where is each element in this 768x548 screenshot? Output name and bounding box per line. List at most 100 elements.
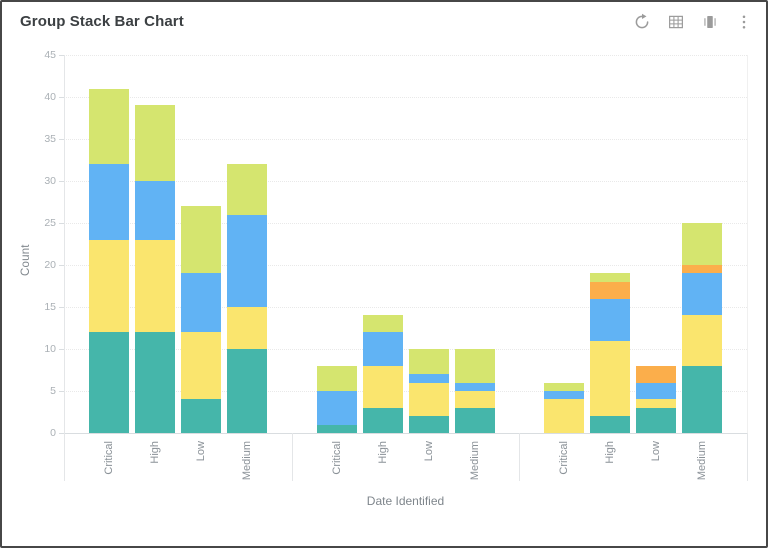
bar-segment-lime[interactable]	[180, 206, 221, 274]
y-tick-label: 0	[50, 427, 56, 439]
y-tick-mark	[59, 55, 64, 56]
y-tick-mark	[59, 433, 64, 434]
gridline	[64, 97, 747, 98]
x-category-label: Low	[650, 441, 663, 462]
bar-segment-yellow[interactable]	[408, 382, 449, 417]
bar-segment-teal[interactable]	[88, 332, 129, 433]
bar-stack[interactable]	[590, 55, 631, 433]
bar-stack[interactable]	[316, 55, 357, 433]
bar-critical: Critical	[316, 55, 357, 488]
bar-segment-blue[interactable]	[316, 391, 357, 425]
x-category-label: Critical	[102, 441, 115, 475]
bar-medium: Medium	[454, 55, 495, 488]
bar-segment-blue[interactable]	[454, 382, 495, 392]
x-category-label: Critical	[330, 441, 343, 475]
bar-segment-lime[interactable]	[590, 273, 631, 282]
y-tick-mark	[59, 97, 64, 98]
bar-segment-yellow[interactable]	[636, 399, 677, 408]
table-view-icon[interactable]	[666, 12, 686, 32]
bar-segment-teal[interactable]	[408, 416, 449, 433]
x-category-label: Medium	[696, 441, 709, 481]
x-category-label: Medium	[240, 441, 253, 481]
y-tick-mark	[59, 349, 64, 350]
y-tick-mark	[59, 223, 64, 224]
y-tick-mark	[59, 391, 64, 392]
group-separator	[519, 433, 521, 481]
bar-critical: Critical	[544, 55, 585, 488]
bar-segment-blue[interactable]	[544, 391, 585, 400]
gridline	[64, 391, 747, 392]
refresh-icon[interactable]	[632, 12, 652, 32]
y-tick-mark	[59, 265, 64, 266]
bar-stack[interactable]	[544, 55, 585, 433]
bar-segment-blue[interactable]	[134, 181, 175, 240]
bar-segment-lime[interactable]	[454, 349, 495, 383]
bar-segment-blue[interactable]	[590, 298, 631, 341]
y-tick-label: 35	[44, 133, 56, 145]
bar-stack[interactable]	[226, 55, 267, 433]
bar-segment-blue[interactable]	[226, 214, 267, 307]
bar-segment-yellow[interactable]	[454, 391, 495, 408]
bar-segment-blue[interactable]	[180, 273, 221, 333]
bar-stack[interactable]	[682, 55, 723, 433]
bar-segment-blue[interactable]	[408, 374, 449, 383]
bar-segment-orange[interactable]	[682, 265, 723, 274]
bar-stack[interactable]	[88, 55, 129, 433]
chart-carousel-icon[interactable]	[700, 12, 720, 32]
x-category-label: High	[376, 441, 389, 464]
chart-toolbar	[632, 12, 754, 32]
more-menu-icon[interactable]	[734, 12, 754, 32]
bar-stack[interactable]	[180, 55, 221, 433]
bars-region: Critical High Low Medium Critical High Low Medi…	[64, 55, 747, 488]
bar-segment-blue[interactable]	[682, 273, 723, 316]
bar-stack[interactable]	[362, 55, 403, 433]
bar-segment-teal[interactable]	[454, 407, 495, 433]
gridline	[64, 349, 747, 350]
bar-segment-lime[interactable]	[362, 315, 403, 333]
bar-segment-lime[interactable]	[226, 164, 267, 215]
x-category-label-box: High	[135, 433, 175, 488]
bar-segment-teal[interactable]	[134, 332, 175, 433]
bar-high: High	[362, 55, 403, 488]
bar-segment-yellow[interactable]	[362, 365, 403, 408]
bar-segment-yellow[interactable]	[180, 332, 221, 400]
bar-segment-blue[interactable]	[362, 332, 403, 366]
y-tick-label: 30	[44, 175, 56, 187]
bar-segment-orange[interactable]	[590, 281, 631, 299]
y-tick-label: 5	[50, 385, 56, 397]
bar-stack[interactable]	[134, 55, 175, 433]
bar-segment-lime[interactable]	[544, 382, 585, 392]
bar-segment-teal[interactable]	[590, 416, 631, 433]
bar-segment-blue[interactable]	[636, 382, 677, 400]
bar-group-1: Critical High Low Medium	[64, 55, 292, 488]
bar-segment-yellow[interactable]	[88, 239, 129, 333]
bar-segment-teal[interactable]	[316, 424, 357, 433]
bar-segment-lime[interactable]	[134, 105, 175, 182]
bar-segment-teal[interactable]	[636, 407, 677, 433]
bar-stack[interactable]	[636, 55, 677, 433]
gridline	[64, 307, 747, 308]
bar-segment-yellow[interactable]	[544, 399, 585, 433]
bar-segment-yellow[interactable]	[134, 239, 175, 333]
bar-segment-yellow[interactable]	[590, 340, 631, 417]
bar-segment-teal[interactable]	[362, 407, 403, 433]
bar-segment-teal[interactable]	[180, 399, 221, 433]
bar-stack[interactable]	[454, 55, 495, 433]
bar-segment-teal[interactable]	[682, 365, 723, 433]
bar-medium: Medium	[682, 55, 723, 488]
bar-segment-yellow[interactable]	[226, 307, 267, 349]
bar-stack[interactable]	[408, 55, 449, 433]
bar-segment-lime[interactable]	[408, 349, 449, 375]
x-category-label-box: Low	[409, 433, 449, 488]
bar-segment-lime[interactable]	[682, 223, 723, 266]
bar-segment-lime[interactable]	[88, 88, 129, 165]
bar-segment-teal[interactable]	[226, 349, 267, 433]
bar-high: High	[134, 55, 175, 488]
bar-segment-yellow[interactable]	[682, 315, 723, 366]
bar-segment-lime[interactable]	[316, 365, 357, 392]
y-tick-label: 25	[44, 217, 56, 229]
bar-segment-orange[interactable]	[636, 365, 677, 383]
x-category-label: Low	[422, 441, 435, 462]
y-tick-mark	[59, 181, 64, 182]
bar-segment-blue[interactable]	[88, 164, 129, 240]
